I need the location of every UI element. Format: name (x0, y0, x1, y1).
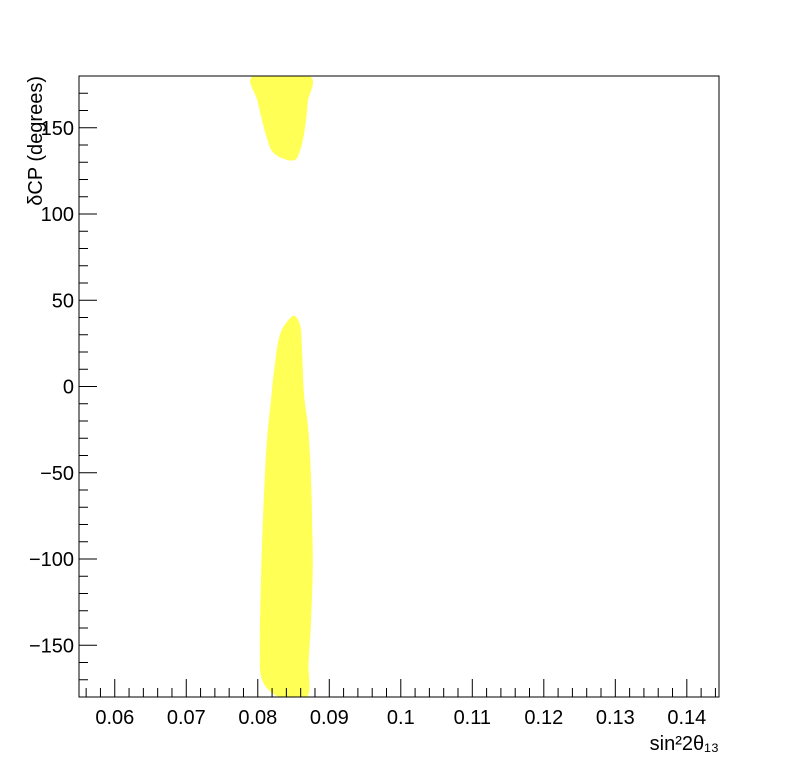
x-axis-title: sin²2θ₁₃ (650, 733, 719, 755)
y-tick-label: −50 (40, 463, 74, 485)
x-tick-label: 0.14 (667, 707, 706, 729)
y-tick-label: 0 (63, 377, 74, 399)
y-tick-label: 50 (52, 290, 74, 312)
x-tick-label: 0.06 (95, 707, 134, 729)
y-axis-title: δCP (degrees) (25, 76, 47, 206)
x-tick-label: 0.13 (596, 707, 635, 729)
y-tick-label: −100 (29, 549, 74, 571)
x-tick-label: 0.11 (454, 707, 491, 729)
x-tick-label: 0.08 (238, 707, 277, 729)
axis-ticks (79, 75, 716, 698)
y-tick-label: 100 (41, 204, 74, 226)
contour-regions (250, 76, 313, 697)
x-tick-label: 0.09 (310, 707, 349, 729)
x-tick-label: 0.1 (387, 707, 415, 729)
contour-region-1 (259, 315, 313, 697)
x-tick-labels: 0.06 0.07 0.08 0.09 0.1 0.11 0.12 0.13 0.14 (95, 707, 706, 729)
x-tick-label: 0.07 (167, 707, 206, 729)
y-tick-labels: −150 −100 −50 0 50 100 150 (29, 118, 74, 657)
y-tick-label: 150 (41, 118, 74, 140)
x-tick-label: 0.12 (524, 707, 563, 729)
y-tick-label: −150 (29, 635, 74, 657)
contour-region-2 (250, 76, 313, 161)
plot-frame (78, 75, 720, 698)
